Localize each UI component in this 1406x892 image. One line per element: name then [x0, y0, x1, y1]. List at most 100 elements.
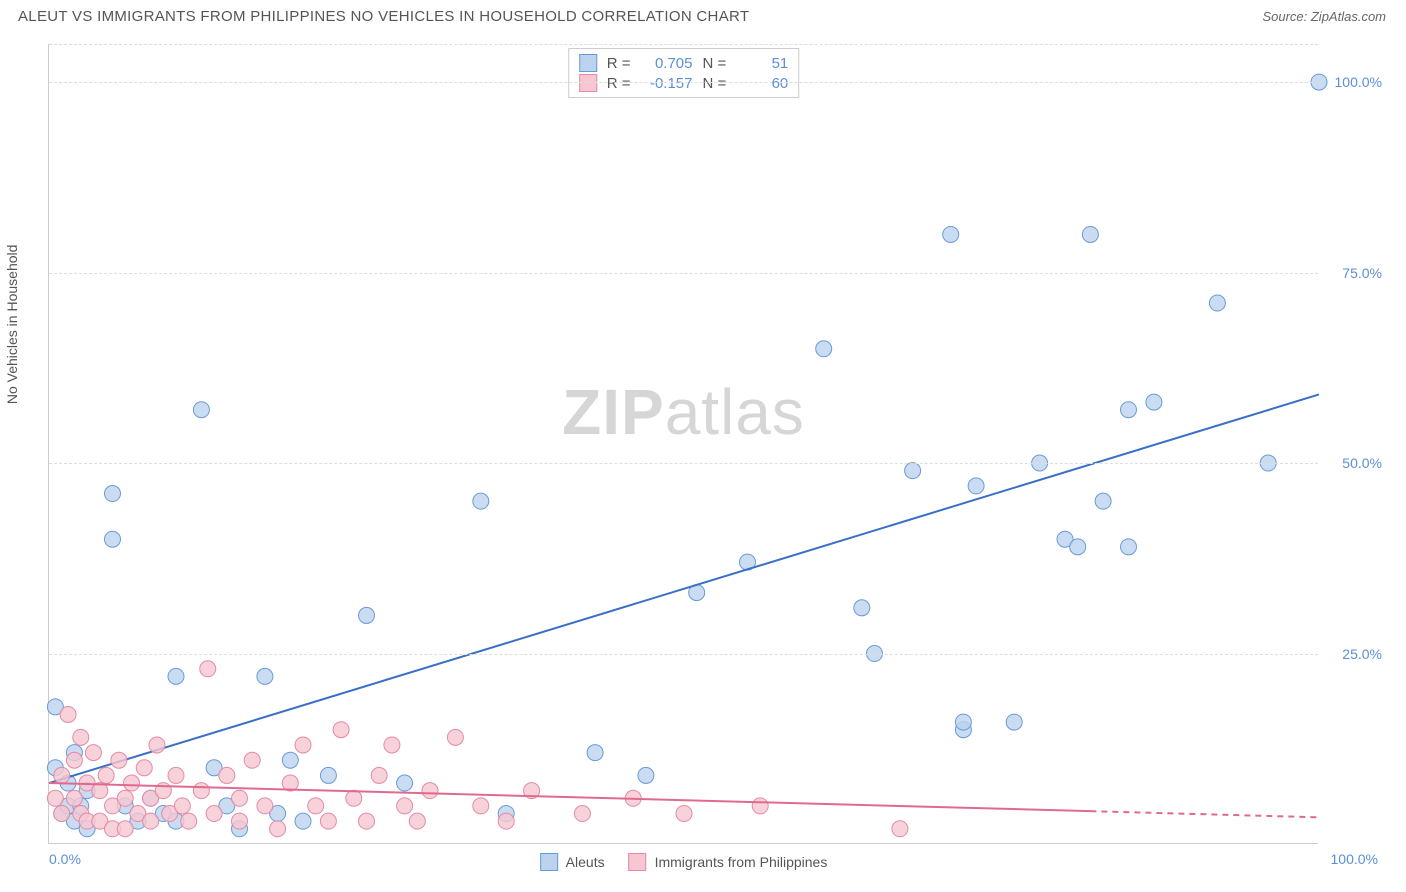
legend-swatch [629, 853, 647, 871]
legend-swatch [540, 853, 558, 871]
scatter-point [111, 752, 127, 768]
scatter-point [955, 714, 971, 730]
x-tick-label: 100.0% [1331, 851, 1378, 867]
scatter-point [117, 790, 133, 806]
scatter-point [473, 798, 489, 814]
correlation-stats-box: R =0.705N =51R =-0.157N =60 [568, 48, 800, 98]
scatter-point [968, 478, 984, 494]
scatter-point [587, 745, 603, 761]
scatter-point [1070, 539, 1086, 555]
scatter-point [333, 722, 349, 738]
stat-r-label: R = [607, 55, 631, 72]
scatter-point [66, 790, 82, 806]
scatter-point [473, 493, 489, 509]
scatter-point [943, 226, 959, 242]
scatter-point [574, 806, 590, 822]
scatter-point [66, 752, 82, 768]
scatter-point [1095, 493, 1111, 509]
scatter-point [149, 737, 165, 753]
scatter-point [359, 813, 375, 829]
y-axis-label: No Vehicles in Household [4, 245, 20, 405]
scatter-point [638, 767, 654, 783]
trend-line [49, 394, 1319, 783]
scatter-point [232, 813, 248, 829]
scatter-point [105, 531, 121, 547]
trend-line-dashed [1090, 811, 1319, 817]
scatter-point [206, 806, 222, 822]
scatter-point [676, 806, 692, 822]
stats-row: R = 0.705 N = 51 [579, 53, 789, 73]
scatter-point [409, 813, 425, 829]
scatter-point [168, 767, 184, 783]
chart-container: No Vehicles in Household ZIPatlas R =0.7… [48, 44, 1388, 844]
scatter-point [1121, 539, 1137, 555]
scatter-point [397, 798, 413, 814]
scatter-point [282, 752, 298, 768]
scatter-point [905, 463, 921, 479]
scatter-point [1209, 295, 1225, 311]
scatter-point [397, 775, 413, 791]
grid-line [49, 463, 1318, 464]
stat-r-value: 0.705 [641, 55, 693, 72]
scatter-point [270, 821, 286, 837]
scatter-point [422, 783, 438, 799]
scatter-point [1121, 402, 1137, 418]
grid-line [49, 82, 1318, 83]
y-tick-label: 100.0% [1335, 74, 1382, 90]
grid-line [49, 273, 1318, 274]
scatter-point [244, 752, 260, 768]
x-tick-label: 0.0% [49, 851, 81, 867]
scatter-point [219, 767, 235, 783]
scatter-point [124, 775, 140, 791]
grid-line [49, 44, 1318, 45]
scatter-point [54, 767, 70, 783]
scatter-point [308, 798, 324, 814]
stat-n-label: N = [703, 55, 727, 72]
legend-label: Aleuts [566, 854, 605, 870]
plot-svg [49, 44, 1318, 843]
scatter-point [816, 341, 832, 357]
scatter-point [854, 600, 870, 616]
scatter-point [346, 790, 362, 806]
scatter-point [232, 790, 248, 806]
scatter-point [1082, 226, 1098, 242]
y-tick-label: 25.0% [1342, 646, 1382, 662]
y-tick-label: 50.0% [1342, 455, 1382, 471]
scatter-point [181, 813, 197, 829]
scatter-point [47, 790, 63, 806]
grid-line [49, 654, 1318, 655]
scatter-point [54, 806, 70, 822]
plot-area: ZIPatlas R =0.705N =51R =-0.157N =60 Ale… [48, 44, 1318, 844]
scatter-point [320, 813, 336, 829]
scatter-point [384, 737, 400, 753]
scatter-point [752, 798, 768, 814]
source-attribution: Source: ZipAtlas.com [1262, 9, 1386, 24]
scatter-point [85, 745, 101, 761]
scatter-point [1006, 714, 1022, 730]
scatter-point [136, 760, 152, 776]
scatter-point [193, 783, 209, 799]
chart-title: ALEUT VS IMMIGRANTS FROM PHILIPPINES NO … [18, 8, 749, 25]
scatter-point [143, 813, 159, 829]
scatter-point [892, 821, 908, 837]
scatter-point [295, 813, 311, 829]
scatter-point [174, 798, 190, 814]
legend: Aleuts Immigrants from Philippines [540, 853, 828, 871]
scatter-point [168, 668, 184, 684]
scatter-point [200, 661, 216, 677]
scatter-point [1146, 394, 1162, 410]
scatter-point [371, 767, 387, 783]
stat-n-value: 51 [736, 55, 788, 72]
scatter-point [257, 668, 273, 684]
scatter-point [98, 767, 114, 783]
scatter-point [498, 813, 514, 829]
legend-item: Aleuts [540, 853, 605, 871]
scatter-point [359, 607, 375, 623]
scatter-point [117, 821, 133, 837]
scatter-point [73, 729, 89, 745]
scatter-point [257, 798, 273, 814]
legend-label: Immigrants from Philippines [655, 854, 828, 870]
scatter-point [193, 402, 209, 418]
scatter-point [320, 767, 336, 783]
y-tick-label: 75.0% [1342, 265, 1382, 281]
